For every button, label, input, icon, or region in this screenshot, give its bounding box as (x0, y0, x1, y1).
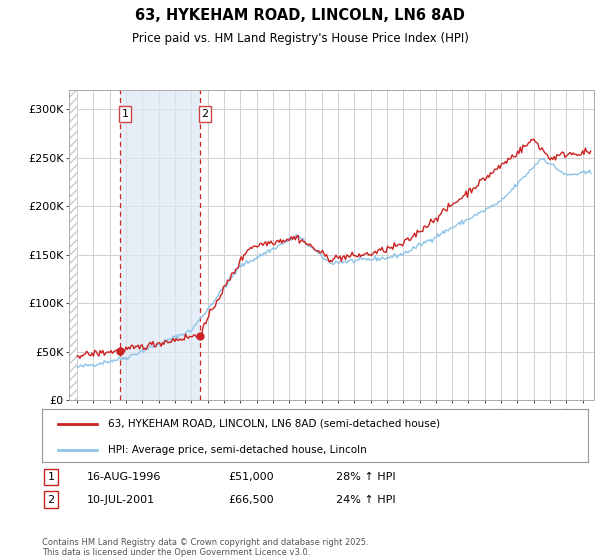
Text: 2: 2 (47, 494, 55, 505)
Text: £51,000: £51,000 (228, 472, 274, 482)
Text: 28% ↑ HPI: 28% ↑ HPI (336, 472, 395, 482)
Text: 63, HYKEHAM ROAD, LINCOLN, LN6 8AD (semi-detached house): 63, HYKEHAM ROAD, LINCOLN, LN6 8AD (semi… (107, 419, 440, 429)
Text: 16-AUG-1996: 16-AUG-1996 (87, 472, 161, 482)
Text: Price paid vs. HM Land Registry's House Price Index (HPI): Price paid vs. HM Land Registry's House … (131, 32, 469, 45)
Text: 2: 2 (202, 109, 209, 119)
Text: 1: 1 (47, 472, 55, 482)
Bar (120, 90, 200, 400)
Text: 10-JUL-2001: 10-JUL-2001 (87, 494, 155, 505)
Text: 24% ↑ HPI: 24% ↑ HPI (336, 494, 395, 505)
Text: £66,500: £66,500 (228, 494, 274, 505)
Text: Contains HM Land Registry data © Crown copyright and database right 2025.
This d: Contains HM Land Registry data © Crown c… (42, 538, 368, 557)
Text: HPI: Average price, semi-detached house, Lincoln: HPI: Average price, semi-detached house,… (107, 445, 366, 455)
Text: 63, HYKEHAM ROAD, LINCOLN, LN6 8AD: 63, HYKEHAM ROAD, LINCOLN, LN6 8AD (135, 8, 465, 24)
Bar (69, 90, 77, 400)
Text: 1: 1 (121, 109, 128, 119)
